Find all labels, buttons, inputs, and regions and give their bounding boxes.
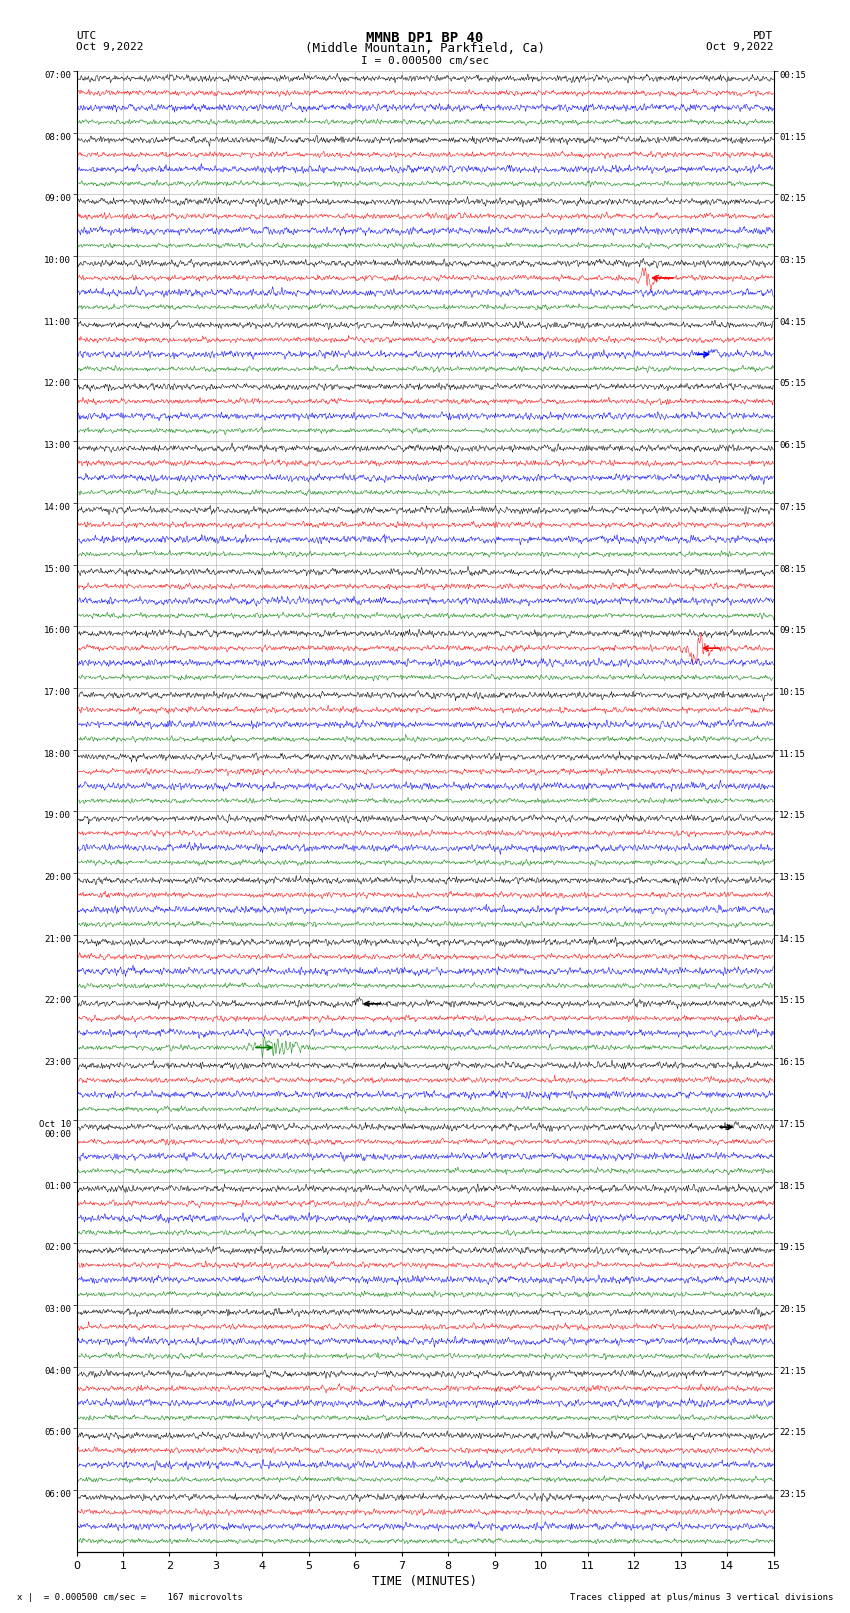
Text: (Middle Mountain, Parkfield, Ca): (Middle Mountain, Parkfield, Ca): [305, 42, 545, 55]
Text: UTC: UTC: [76, 31, 97, 40]
X-axis label: TIME (MINUTES): TIME (MINUTES): [372, 1574, 478, 1587]
Text: Traces clipped at plus/minus 3 vertical divisions: Traces clipped at plus/minus 3 vertical …: [570, 1592, 833, 1602]
Text: PDT: PDT: [753, 31, 774, 40]
Text: I = 0.000500 cm/sec: I = 0.000500 cm/sec: [361, 56, 489, 66]
Text: Oct 9,2022: Oct 9,2022: [76, 42, 144, 52]
Text: Oct 9,2022: Oct 9,2022: [706, 42, 774, 52]
Text: MMNB DP1 BP 40: MMNB DP1 BP 40: [366, 31, 484, 45]
Text: x |  = 0.000500 cm/sec =    167 microvolts: x | = 0.000500 cm/sec = 167 microvolts: [17, 1592, 243, 1602]
